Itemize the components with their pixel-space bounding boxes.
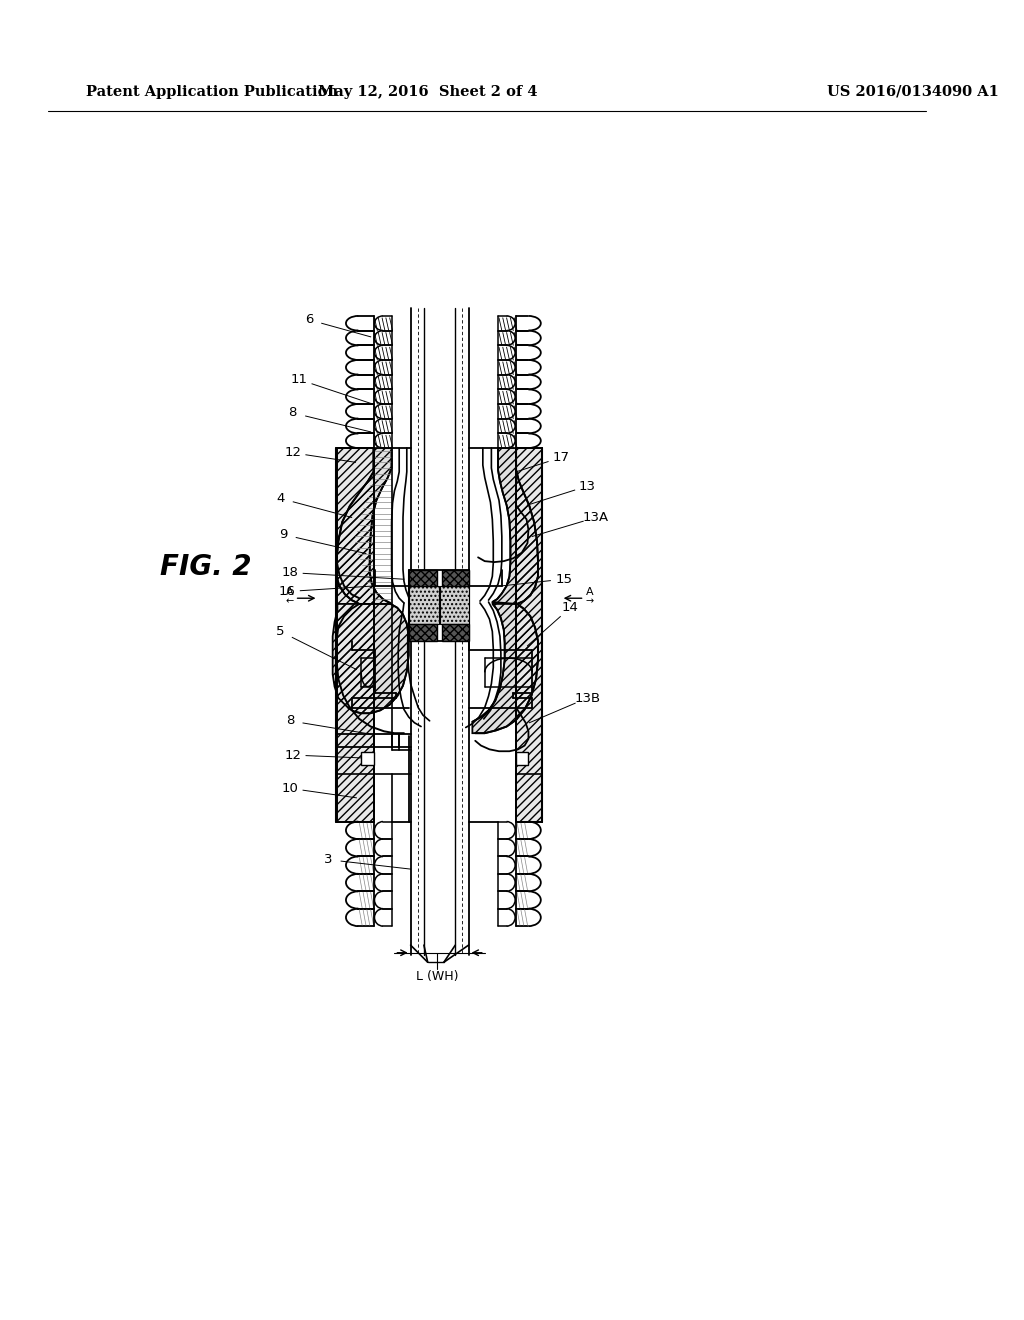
Text: →: → bbox=[586, 597, 593, 606]
Polygon shape bbox=[516, 447, 542, 821]
Polygon shape bbox=[337, 447, 374, 821]
Polygon shape bbox=[333, 605, 409, 713]
Text: 8: 8 bbox=[286, 714, 294, 727]
Polygon shape bbox=[442, 570, 469, 586]
Polygon shape bbox=[440, 586, 469, 624]
Text: L (WH): L (WH) bbox=[416, 970, 459, 983]
Text: 12: 12 bbox=[285, 446, 301, 459]
Text: 14: 14 bbox=[562, 601, 579, 614]
Polygon shape bbox=[409, 586, 439, 624]
Polygon shape bbox=[337, 447, 391, 605]
Text: A: A bbox=[286, 586, 294, 597]
Text: 13B: 13B bbox=[574, 692, 600, 705]
Text: 15: 15 bbox=[555, 573, 572, 586]
Text: ←: ← bbox=[286, 597, 294, 606]
Text: Patent Application Publication: Patent Application Publication bbox=[86, 84, 338, 99]
Polygon shape bbox=[409, 570, 437, 586]
Text: 6: 6 bbox=[305, 313, 313, 326]
Polygon shape bbox=[516, 752, 528, 764]
Text: May 12, 2016  Sheet 2 of 4: May 12, 2016 Sheet 2 of 4 bbox=[318, 84, 538, 99]
Text: 8: 8 bbox=[289, 407, 297, 420]
Text: 18: 18 bbox=[282, 566, 298, 579]
Text: 11: 11 bbox=[291, 374, 308, 387]
Text: 13: 13 bbox=[579, 479, 596, 492]
Polygon shape bbox=[493, 447, 538, 605]
Text: 10: 10 bbox=[282, 781, 298, 795]
Text: 5: 5 bbox=[276, 624, 285, 638]
Text: US 2016/0134090 A1: US 2016/0134090 A1 bbox=[827, 84, 998, 99]
Text: A: A bbox=[586, 586, 593, 597]
Text: 4: 4 bbox=[276, 492, 285, 506]
Text: 16: 16 bbox=[279, 585, 296, 598]
Text: 9: 9 bbox=[280, 528, 288, 541]
Text: 3: 3 bbox=[324, 853, 332, 866]
Text: 12: 12 bbox=[285, 748, 301, 762]
Text: FIG. 2: FIG. 2 bbox=[160, 553, 251, 581]
Text: 17: 17 bbox=[552, 451, 569, 465]
Polygon shape bbox=[472, 605, 538, 733]
Polygon shape bbox=[409, 624, 437, 642]
Polygon shape bbox=[442, 624, 469, 642]
Text: 13A: 13A bbox=[583, 511, 609, 524]
Polygon shape bbox=[361, 752, 374, 764]
